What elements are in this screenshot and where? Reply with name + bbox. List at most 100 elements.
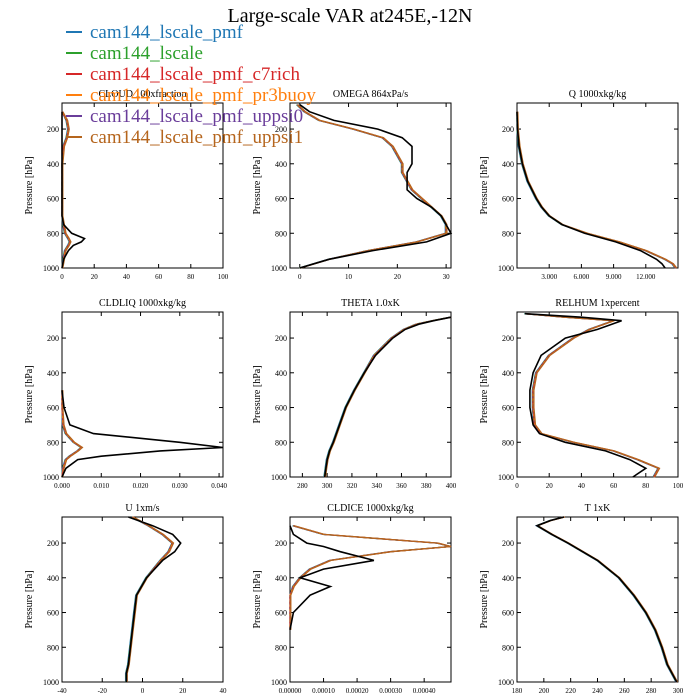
y-tick-label: 600 — [502, 195, 514, 204]
series-line-cam144_lscale_pmf_c7rich — [524, 313, 660, 478]
series-line-cam144_lscale_pmf_uppsi1 — [297, 104, 448, 269]
reference-line — [535, 516, 678, 683]
series-line-cam144_lscale — [125, 516, 173, 682]
x-tick-label: 30 — [443, 273, 451, 281]
x-tick-label: 0.000 — [54, 482, 70, 490]
x-tick-label: 0.010 — [93, 482, 109, 490]
reference-line — [323, 316, 452, 478]
y-tick-label: 200 — [47, 125, 59, 134]
x-tick-label: 0.00040 — [413, 687, 436, 695]
panel-frame — [516, 102, 679, 269]
x-tick-label: 3.000 — [541, 273, 557, 281]
panel-frame — [61, 516, 224, 683]
panel-4: THETA 1.0xK Pressure [hPa] 200 400 600 800 100… — [252, 298, 457, 490]
panel-title: CLDLIQ 1000xkg/kg — [99, 298, 186, 309]
series-line-cam144_lscale — [516, 111, 676, 269]
y-axis-label: Pressure [hPa] — [479, 156, 490, 214]
x-tick-label: 360 — [396, 482, 407, 490]
x-tick-label: 20 — [546, 482, 554, 490]
x-tick-label: 280 — [646, 687, 657, 695]
y-tick-label: 1000 — [43, 473, 59, 482]
y-tick-label: 400 — [502, 160, 514, 169]
series-line-cam144_lscale_pmf_uppsi0 — [324, 316, 452, 478]
x-tick-label: 240 — [592, 687, 603, 695]
panel-frame — [289, 311, 452, 478]
y-tick-label: 600 — [47, 609, 59, 618]
y-tick-label: 800 — [275, 438, 287, 447]
x-tick-label: 100 — [673, 482, 684, 490]
y-axis-label: Pressure [hPa] — [252, 365, 263, 423]
series-line-cam144_lscale_pmf_c7rich — [296, 104, 447, 269]
x-tick-label: 40 — [123, 273, 131, 281]
series-line-cam144_lscale_pmf_uppsi0 — [525, 313, 661, 478]
y-tick-label: 1000 — [271, 678, 287, 687]
panel-frame — [516, 516, 679, 683]
x-tick-label: 6.000 — [574, 273, 590, 281]
y-tick-label: 200 — [275, 125, 287, 134]
x-tick-label: 0 — [515, 482, 519, 490]
y-tick-label: 600 — [47, 195, 59, 204]
y-tick-label: 400 — [502, 574, 514, 583]
y-axis-label: Pressure [hPa] — [24, 570, 35, 628]
x-tick-label: 280 — [297, 482, 308, 490]
y-tick-label: 400 — [275, 369, 287, 378]
reference-line — [61, 111, 86, 269]
y-tick-label: 400 — [47, 574, 59, 583]
y-tick-label: 200 — [275, 539, 287, 548]
series-line-cam144_lscale_pmf — [296, 104, 446, 269]
x-tick-label: 100 — [218, 273, 229, 281]
reference-line — [516, 111, 666, 269]
y-tick-label: 800 — [502, 229, 514, 238]
figure-title: Large-scale VAR at245E,-12N — [228, 5, 473, 27]
x-tick-label: -40 — [57, 687, 67, 695]
panel-title: OMEGA 864xPa/s — [333, 89, 408, 100]
x-tick-label: 0.00010 — [312, 687, 335, 695]
series-line-cam144_lscale_pmf_pr3buoy — [289, 525, 452, 630]
y-tick-label: 200 — [502, 125, 514, 134]
y-tick-label: 400 — [47, 160, 59, 169]
legend: cam144_lscale_pmfcam144_lscalecam144_lsc… — [66, 22, 316, 148]
series-line-cam144_lscale_pmf_pr3buoy — [297, 104, 447, 269]
series-line-cam144_lscale_pmf_uppsi0 — [516, 111, 677, 269]
y-tick-label: 400 — [47, 369, 59, 378]
y-axis-label: Pressure [hPa] — [24, 365, 35, 423]
series-line-cam144_lscale_pmf_pr3buoy — [125, 516, 174, 682]
panel-title: THETA 1.0xK — [341, 298, 400, 309]
x-tick-label: 220 — [565, 687, 576, 695]
x-tick-label: 12.000 — [636, 273, 656, 281]
x-tick-label: 60 — [610, 482, 618, 490]
x-tick-label: 380 — [421, 482, 432, 490]
x-tick-label: 300 — [322, 482, 333, 490]
series-line-cam144_lscale_pmf_uppsi1 — [536, 516, 679, 683]
x-tick-label: 60 — [155, 273, 163, 281]
y-tick-label: 400 — [275, 574, 287, 583]
x-tick-label: 9.000 — [606, 273, 622, 281]
panel-7: CLDICE 1000xkg/kg Pressure [hPa] 200 400 600… — [252, 503, 452, 695]
series-line-cam144_lscale_pmf_c7rich — [125, 516, 174, 682]
reference-line — [299, 104, 453, 269]
y-tick-label: 1000 — [498, 473, 514, 482]
series-line-cam144_lscale_pmf_c7rich — [516, 111, 677, 269]
legend-label-cam144_lscale: cam144_lscale — [90, 43, 203, 64]
y-tick-label: 1000 — [498, 264, 514, 273]
series-line-cam144_lscale — [524, 313, 660, 478]
y-tick-label: 200 — [275, 334, 287, 343]
series-line-cam144_lscale_pmf — [534, 516, 677, 683]
y-axis-label: Pressure [hPa] — [252, 156, 263, 214]
x-tick-label: 0.00000 — [279, 687, 302, 695]
y-tick-label: 800 — [502, 643, 514, 652]
series-line-cam144_lscale_pmf — [289, 525, 451, 630]
x-tick-label: 20 — [91, 273, 99, 281]
reference-line — [125, 516, 182, 682]
legend-label-cam144_lscale_pmf_pr3buoy: cam144_lscale_pmf_pr3buoy — [90, 85, 316, 106]
panel-2: Q 1000xkg/kg Pressure [hPa] 200 400 600 800 10… — [479, 89, 679, 281]
x-tick-label: 20 — [179, 687, 187, 695]
series-line-cam144_lscale_pmf_uppsi0 — [289, 525, 452, 630]
x-tick-label: 10 — [345, 273, 353, 281]
series-line-cam144_lscale — [323, 316, 451, 478]
x-tick-label: 180 — [512, 687, 523, 695]
